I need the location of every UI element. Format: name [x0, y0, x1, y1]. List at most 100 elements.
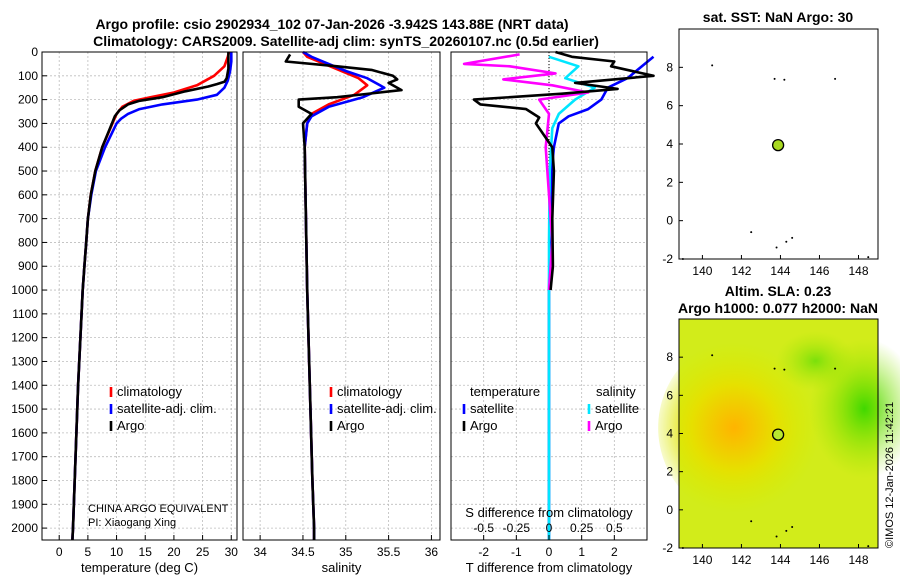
temperature-axes-frame — [41, 51, 238, 541]
sst-map-panel: 140 142 144 146 148 -2 0 2 4 6 8 — [662, 28, 879, 278]
x-tick-label: 146 — [809, 264, 829, 278]
coastline-dot — [773, 77, 776, 80]
x-tick-label: 140 — [692, 553, 712, 567]
y-tick-label: 2 — [666, 175, 673, 189]
y-tick-label: 1400 — [11, 378, 38, 392]
legend-label: climatology — [337, 384, 403, 399]
coastline-dot — [750, 520, 753, 523]
x-tick-label: 0 — [56, 545, 63, 559]
x-tick-label: 15 — [139, 545, 153, 559]
coastline-dot — [867, 256, 870, 259]
salinity-profile-panel: 34 34.5 35 35.5 36 salinity climatology satelli… — [242, 50, 441, 575]
s-tick-label: -0.5 — [473, 521, 494, 535]
salinity-axes-bg — [243, 52, 440, 540]
coastline-dot — [834, 77, 837, 80]
y-tick-label: 1800 — [11, 473, 38, 487]
y-tick-label: 2 — [666, 465, 673, 479]
sla-map-title-line2: Argo h1000: 0.077 h2000: NaN — [678, 300, 878, 316]
legend-label: Argo — [595, 418, 622, 433]
x-tick-label: 25 — [196, 545, 210, 559]
coastline-dot — [834, 367, 837, 370]
y-tick-label: 8 — [666, 60, 673, 74]
x-tick-label: -1 — [511, 545, 522, 559]
argo-position-marker — [771, 138, 785, 152]
salinity-axes-frame — [242, 51, 441, 541]
figure-title-line2: Climatology: CARS2009. Satellite-adj cli… — [93, 33, 599, 49]
y-tick-label: 1000 — [11, 283, 38, 297]
y-tick-label: 400 — [18, 140, 38, 154]
x-axis-label: salinity — [322, 560, 362, 575]
y-tick-label: 0 — [666, 503, 673, 517]
coastline-dot — [785, 240, 788, 243]
y-tick-label: 1900 — [11, 497, 38, 511]
legend-label: climatology — [117, 384, 183, 399]
coastline-dot — [711, 354, 714, 357]
coastline-dot — [711, 64, 714, 67]
x-axis-label: T difference from climatology — [466, 560, 633, 575]
credit-line2: PI: Xiaogang Xing — [88, 517, 176, 529]
x-tick-label: 35.5 — [377, 545, 401, 559]
x-tick-label: 148 — [848, 264, 868, 278]
y-tick-label: 800 — [18, 235, 38, 249]
coastline-dot — [750, 231, 753, 234]
x-tick-label: 30 — [225, 545, 239, 559]
x-tick-label: 142 — [731, 264, 751, 278]
sla-map-title-line1: Altim. SLA: 0.23 — [725, 283, 832, 299]
y-tick-label: 200 — [18, 93, 38, 107]
x-tick-label: 144 — [770, 553, 790, 567]
temperature-profile-panel: 0 5 10 15 20 25 30 temperature (deg C) 0 100 200 30… — [11, 45, 238, 575]
y-tick-label: 1100 — [12, 307, 38, 321]
y-tick-label: -2 — [662, 252, 673, 266]
legend-label: satellite-adj. clim. — [117, 401, 217, 416]
y-tick-label: 4 — [666, 137, 673, 151]
s-tick-label: 0 — [546, 521, 553, 535]
x-tick-label: 0 — [546, 545, 553, 559]
y-tick-label: 6 — [666, 99, 673, 113]
sla-map-panel: 140 142 144 146 148 -2 0 2 4 6 8 — [658, 318, 900, 567]
x-axis-label: temperature (deg C) — [81, 560, 198, 575]
series-line-t-argo — [472, 50, 655, 291]
series-line-argo — [284, 53, 403, 540]
y-tick-label: 8 — [666, 350, 673, 364]
coastline-dot — [785, 529, 788, 532]
y-tick-label: 1200 — [11, 331, 38, 345]
coastline-dot — [791, 526, 794, 529]
coastline-dot — [783, 368, 786, 371]
x-tick-label: 1 — [578, 545, 585, 559]
x-tick-label: 5 — [85, 545, 92, 559]
argo-position-marker — [771, 428, 785, 441]
coastline-dot — [867, 545, 870, 548]
y-tick-label: 2000 — [11, 521, 38, 535]
legend-title-temperature: temperature — [470, 384, 540, 399]
legend-label: satellite — [595, 401, 639, 416]
legend-label: Argo — [470, 418, 497, 433]
credit-line1: CHINA ARGO EQUIVALENT — [88, 503, 229, 515]
x-tick-label: 144 — [770, 264, 790, 278]
legend-label: Argo — [117, 418, 144, 433]
y-tick-label: 500 — [18, 164, 38, 178]
difference-profile-panel: -2 -1 0 1 2T difference from climatology temp… — [450, 50, 655, 575]
y-tick-label: 900 — [18, 259, 38, 273]
sst-map-title: sat. SST: NaN Argo: 30 — [703, 9, 854, 25]
coastline-dot — [791, 236, 794, 239]
x-tick-label: 140 — [692, 264, 712, 278]
y-tick-label: 1600 — [11, 426, 38, 440]
legend-title-salinity: salinity — [596, 384, 636, 399]
x-tick-label: 34 — [253, 545, 267, 559]
y-tick-label: 4 — [666, 427, 673, 441]
x-tick-label: -2 — [478, 545, 489, 559]
figure-title-line1: Argo profile: csio 2902934_102 07-Jan-20… — [95, 16, 568, 32]
x-tick-label: 35 — [339, 545, 353, 559]
temperature-axes-bg — [42, 52, 237, 540]
coastline-dot — [783, 78, 786, 81]
s-tick-label: 0.25 — [570, 521, 594, 535]
s-difference-axis-label: S difference from climatology — [465, 505, 633, 520]
y-tick-label: 0 — [31, 45, 38, 59]
y-tick-label: 300 — [18, 116, 38, 130]
legend-label: satellite — [470, 401, 514, 416]
x-tick-label: 36 — [425, 545, 439, 559]
timestamp: ©IMOS 12-Jan-2026 11:42:21 — [884, 402, 896, 548]
x-tick-label: 148 — [848, 553, 868, 567]
x-tick-label: 146 — [809, 553, 829, 567]
